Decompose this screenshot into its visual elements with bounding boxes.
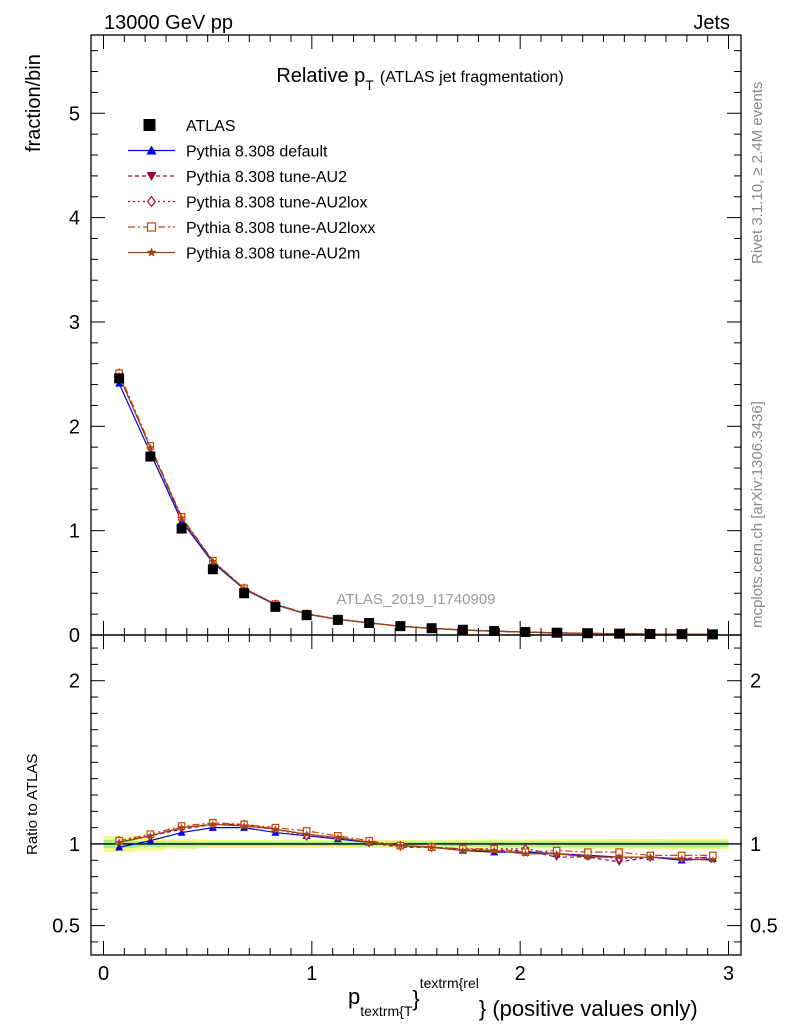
chart-title-main: Relative p xyxy=(276,65,365,87)
y-tick-label: 2 xyxy=(69,416,80,438)
chart-title-rest: (ATLAS jet fragmentation) xyxy=(380,69,564,86)
x-axis-label: ptextrm{T}textrm{rel} (positive values o… xyxy=(348,975,698,1021)
main-series-point-4 xyxy=(177,513,186,522)
legend-label-data: ATLAS xyxy=(186,118,236,135)
ratio-series-point-0 xyxy=(115,843,124,851)
ratio-y-tick-label-right: 0.5 xyxy=(750,916,778,938)
legend-label-3: Pythia 8.308 tune-AU2loxx xyxy=(186,220,375,237)
x-axis-label-subscript: textrm{T xyxy=(360,1003,413,1019)
ratio-y-axis-label: Ratio to ATLAS xyxy=(24,754,41,855)
data-point xyxy=(332,614,343,625)
data-point xyxy=(364,618,375,628)
ratio-series-point-4 xyxy=(521,849,530,858)
y-tick-label: 4 xyxy=(69,208,80,230)
x-axis-label-p: p xyxy=(348,984,360,1009)
legend-marker-0 xyxy=(146,145,157,155)
ratio-series-point-4 xyxy=(709,856,717,864)
y-tick-label: 3 xyxy=(69,312,80,334)
ratio-series-point-4 xyxy=(677,854,686,862)
legend-label-2: Pythia 8.308 tune-AU2lox xyxy=(186,195,367,212)
main-panel: 0 1 2 3 4 5 xyxy=(69,34,742,955)
rivet-version-label: Rivet 3.1.10, ≥ 2.4M events xyxy=(749,82,766,265)
data-point xyxy=(582,628,593,639)
ratio-series-point-4 xyxy=(459,846,467,854)
x-axis-label-superscript: textrm{rel xyxy=(420,975,479,991)
ratio-y-tick-label: 1 xyxy=(69,834,80,856)
ratio-series-point-4 xyxy=(427,843,436,851)
data-point xyxy=(301,610,312,621)
legend-label-4: Pythia 8.308 tune-AU2m xyxy=(186,246,360,263)
ratio-series-point-4 xyxy=(490,846,498,854)
ratio-series-point-4 xyxy=(302,830,311,838)
legend-marker-4 xyxy=(146,247,157,257)
data-point xyxy=(426,623,437,634)
data-point xyxy=(676,629,687,640)
ratio-series-point-4 xyxy=(146,831,155,840)
ratio-series-point-4 xyxy=(552,849,561,858)
ratio-series-point-4 xyxy=(271,825,280,833)
ratio-y-tick-label: 2 xyxy=(69,671,80,693)
ratio-frame xyxy=(90,634,742,956)
legend-label-0: Pythia 8.308 default xyxy=(186,144,328,161)
legend-marker-2 xyxy=(147,195,156,208)
ratio-series-point-4 xyxy=(365,838,373,846)
data-point xyxy=(270,601,281,612)
ratio-series-point-4 xyxy=(615,853,623,861)
data-point xyxy=(114,373,125,384)
x-axis-label-brace: } xyxy=(412,986,419,1011)
x-tick-label: 3 xyxy=(723,963,734,985)
data-point xyxy=(520,626,531,637)
y-tick-label: 5 xyxy=(69,103,80,125)
ratio-y-tick-label: 0.5 xyxy=(52,916,80,938)
legend-label-1: Pythia 8.308 tune-AU2 xyxy=(186,169,347,186)
data-point xyxy=(489,626,500,637)
data-point xyxy=(145,451,156,462)
header-left-label: 13000 GeV pp xyxy=(104,12,233,34)
ratio-series-point-4 xyxy=(396,841,405,849)
ratio-series-point-4 xyxy=(240,822,248,830)
y-axis-label: fraction/bin xyxy=(23,54,45,152)
main-series-point-4 xyxy=(146,443,155,451)
header-right-label: Jets xyxy=(693,12,730,34)
ratio-series-point-4 xyxy=(115,838,123,846)
ratio-series-point-4 xyxy=(177,823,186,831)
ratio-panel: 0 1 2 3 0.5 0.5 1 1 2 2 xyxy=(52,634,778,985)
ratio-series-line-4 xyxy=(119,823,713,861)
main-series-line-4 xyxy=(118,375,713,636)
data-point xyxy=(645,628,656,639)
legend-marker-data xyxy=(143,119,156,131)
legend-marker-3 xyxy=(146,222,157,232)
y-tick-label: 1 xyxy=(69,521,80,543)
legend-marker-1 xyxy=(146,172,157,181)
data-point xyxy=(207,564,218,575)
data-point xyxy=(551,627,562,638)
ratio-y-tick-label-right: 2 xyxy=(750,671,761,693)
ratio-series-point-4 xyxy=(646,853,655,861)
ratio-series-point-4 xyxy=(209,820,217,828)
x-axis-label-rest: } (positive values only) xyxy=(479,996,698,1021)
data-point xyxy=(614,628,625,639)
data-point xyxy=(176,523,187,534)
chart-title: Relative pT (ATLAS jet fragmentation) xyxy=(276,65,563,93)
x-tick-label: 0 xyxy=(98,963,109,985)
mcplots-label: mcplots.cern.ch [arXiv:1306.3436] xyxy=(749,401,766,628)
analysis-id-label: ATLAS_2019_I1740909 xyxy=(336,591,495,608)
data-point xyxy=(239,588,250,599)
ratio-series-point-4 xyxy=(334,833,342,841)
chart-title-subscript: T xyxy=(365,77,374,93)
x-tick-label: 2 xyxy=(515,963,526,985)
x-tick-label: 1 xyxy=(306,963,317,985)
ratio-series-point-4 xyxy=(584,853,592,861)
main-series-point-4 xyxy=(209,557,217,565)
ratio-y-tick-label-right: 1 xyxy=(750,834,761,856)
data-point xyxy=(457,624,468,635)
legend: ATLAS Pythia 8.308 default Pythia 8.308 tu… xyxy=(128,118,375,263)
y-tick-label: 0 xyxy=(69,625,80,647)
data-point xyxy=(395,621,406,632)
